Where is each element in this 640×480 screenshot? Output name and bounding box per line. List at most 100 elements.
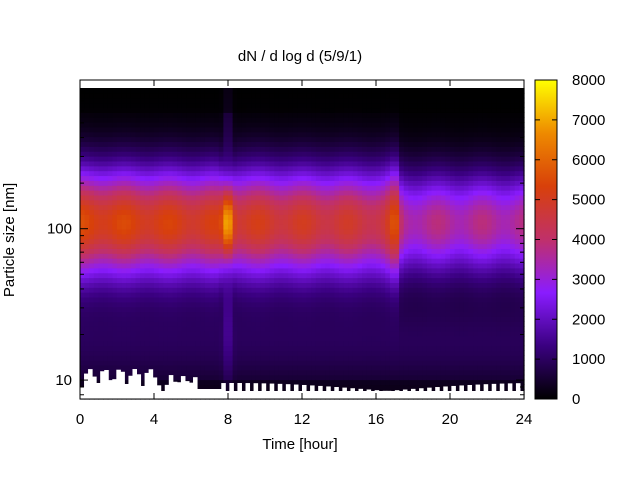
- heatmap-cell: [158, 122, 164, 128]
- heatmap-cell: [107, 233, 113, 240]
- heatmap-cell: [426, 136, 433, 143]
- heatmap-cell: [274, 160, 280, 167]
- heatmap-cell: [191, 277, 197, 283]
- heatmap-cell: [241, 369, 248, 376]
- heatmap-cell: [329, 258, 335, 264]
- heatmap-cell: [255, 282, 261, 288]
- heatmap-cell: [311, 199, 317, 206]
- heatmap-cell: [246, 350, 252, 356]
- heatmap-cell: [98, 170, 104, 177]
- heatmap-cell: [339, 88, 345, 94]
- heatmap-cell: [278, 97, 285, 104]
- heatmap-cell: [204, 141, 211, 147]
- heatmap-cell: [154, 117, 160, 123]
- heatmap-cell: [315, 253, 322, 259]
- heatmap-cell: [362, 238, 368, 245]
- heatmap-cell: [246, 287, 252, 293]
- heatmap-cell: [389, 243, 396, 249]
- heatmap-cell: [385, 364, 391, 371]
- heatmap-cell: [103, 199, 109, 206]
- heatmap-cell: [389, 360, 396, 366]
- heatmap-cell: [154, 267, 160, 274]
- heatmap-cell: [154, 258, 160, 264]
- heatmap-cell: [394, 199, 400, 206]
- heatmap-cell: [362, 112, 368, 118]
- heatmap-cell: [357, 321, 363, 327]
- heatmap-cell: [117, 88, 123, 94]
- heatmap-cell: [297, 311, 303, 317]
- heatmap-cell: [140, 160, 146, 167]
- heatmap-cell: [357, 92, 363, 99]
- heatmap-cell: [126, 340, 132, 347]
- heatmap-cell: [366, 277, 372, 283]
- heatmap-cell: [339, 311, 345, 317]
- heatmap-cell: [325, 102, 331, 109]
- heatmap-cell: [172, 175, 178, 181]
- heatmap-cell: [325, 117, 331, 123]
- heatmap-cell: [223, 355, 229, 361]
- heatmap-cell: [140, 209, 146, 215]
- heatmap-cell: [98, 194, 104, 201]
- heatmap-cell: [186, 272, 192, 279]
- heatmap-cell: [232, 160, 238, 167]
- heatmap-cell: [362, 194, 368, 201]
- heatmap-cell: [172, 277, 178, 283]
- heatmap-cell: [399, 296, 405, 303]
- heatmap-cell: [357, 151, 363, 157]
- heatmap-cell: [144, 88, 150, 94]
- heatmap-cell: [204, 301, 211, 308]
- heatmap-cell: [292, 194, 298, 201]
- heatmap-cell: [84, 258, 90, 264]
- heatmap-cell: [422, 301, 428, 308]
- heatmap-cell: [352, 248, 359, 254]
- heatmap-cell: [292, 146, 298, 152]
- heatmap-cell: [103, 311, 109, 317]
- heatmap-cell: [399, 160, 405, 167]
- heatmap-cell: [265, 112, 271, 118]
- heatmap-cell: [232, 311, 238, 317]
- heatmap-cell: [186, 194, 192, 201]
- heatmap-cell: [228, 209, 234, 215]
- heatmap-cell: [163, 296, 169, 303]
- heatmap-cell: [228, 335, 234, 342]
- heatmap-cell: [218, 209, 224, 215]
- heatmap-cell: [302, 292, 308, 298]
- heatmap-cell: [126, 190, 132, 196]
- heatmap-cell: [255, 340, 261, 347]
- heatmap-cell: [181, 219, 187, 225]
- heatmap-cell: [93, 296, 100, 303]
- heatmap-cell: [237, 277, 243, 283]
- heatmap-cell: [135, 228, 141, 235]
- heatmap-cell: [260, 102, 266, 109]
- heatmap-cell: [297, 258, 303, 264]
- heatmap-cell: [348, 350, 354, 356]
- heatmap-cell: [426, 350, 433, 356]
- heatmap-cell: [260, 199, 266, 206]
- heatmap-cell: [320, 233, 326, 240]
- heatmap-cell: [283, 190, 289, 196]
- heatmap-cell: [302, 330, 308, 337]
- heatmap-cell: [265, 185, 271, 191]
- heatmap-cell: [380, 287, 386, 293]
- heatmap-cell: [93, 369, 100, 376]
- heatmap-cell: [144, 311, 150, 317]
- heatmap-cell: [98, 180, 104, 186]
- heatmap-cell: [255, 175, 261, 181]
- heatmap-cell: [394, 311, 400, 317]
- heatmap-cell: [130, 180, 137, 186]
- heatmap-cell: [329, 248, 335, 254]
- heatmap-cell: [413, 253, 419, 259]
- heatmap-cell: [191, 292, 197, 298]
- heatmap-cell: [278, 272, 285, 279]
- heatmap-cell: [343, 102, 349, 109]
- heatmap-cell: [376, 190, 382, 196]
- heatmap-cell: [306, 180, 312, 186]
- heatmap-cell: [380, 160, 386, 167]
- heatmap-cell: [399, 199, 405, 206]
- heatmap-cell: [80, 156, 86, 162]
- heatmap-cell: [167, 165, 174, 172]
- heatmap-cell: [241, 243, 248, 249]
- heatmap-cell: [232, 126, 238, 133]
- heatmap-cell: [98, 160, 104, 167]
- heatmap-cell: [292, 258, 298, 264]
